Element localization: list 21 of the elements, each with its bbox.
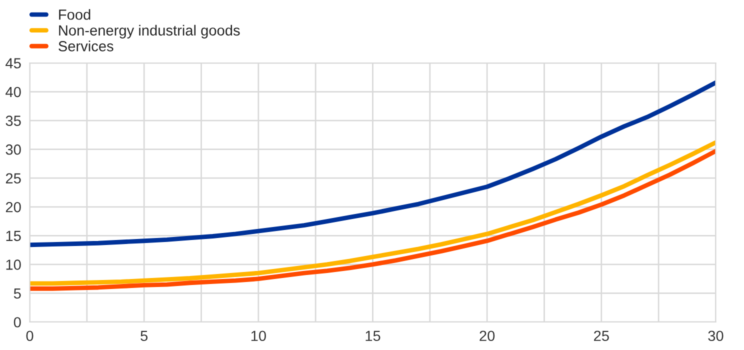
x-tick-label: 0 xyxy=(26,330,34,342)
y-tick-label: 25 xyxy=(6,173,21,184)
x-tick-label: 15 xyxy=(366,330,380,342)
y-tick-label: 15 xyxy=(6,230,21,242)
x-tick-label: 30 xyxy=(708,330,724,342)
y-tick-label: 0 xyxy=(14,317,21,328)
legend-label: Services xyxy=(58,40,114,52)
y-tick-label: 30 xyxy=(6,144,21,155)
x-tick-label: 20 xyxy=(480,330,495,342)
y-tick-label: 35 xyxy=(6,116,21,126)
line-series xyxy=(30,80,716,248)
y-tick-label: 5 xyxy=(14,288,21,299)
y-tick-label: 45 xyxy=(6,58,21,68)
y-tick-label: 40 xyxy=(6,86,21,98)
legend-label: Food xyxy=(59,9,90,20)
legend-label: Non-energy industrial goods xyxy=(59,24,240,38)
x-tick-label: 25 xyxy=(594,330,609,342)
x-tick-label: 10 xyxy=(251,330,266,342)
y-tick-label: 10 xyxy=(6,260,21,270)
x-tick-label: 5 xyxy=(140,330,148,342)
y-tick-label: 20 xyxy=(6,202,21,212)
